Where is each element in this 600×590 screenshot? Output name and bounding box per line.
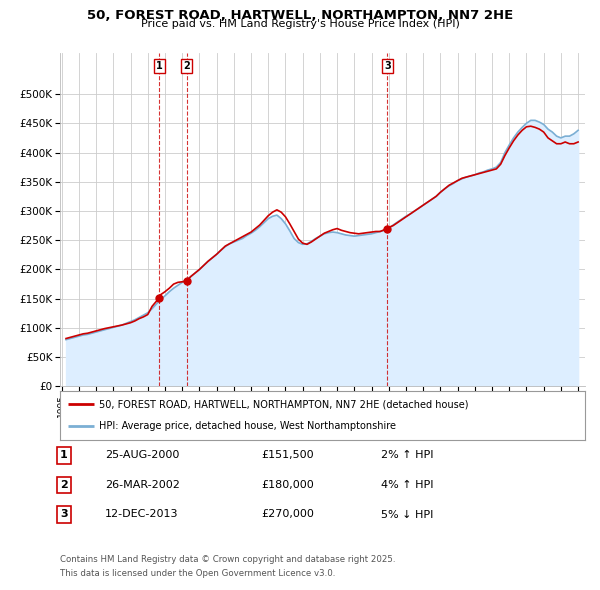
Text: 5% ↓ HPI: 5% ↓ HPI <box>381 510 433 519</box>
Text: 4% ↑ HPI: 4% ↑ HPI <box>381 480 433 490</box>
Text: 12-DEC-2013: 12-DEC-2013 <box>105 510 179 519</box>
Text: HPI: Average price, detached house, West Northamptonshire: HPI: Average price, detached house, West… <box>100 421 397 431</box>
Text: 25-AUG-2000: 25-AUG-2000 <box>105 451 179 460</box>
Text: £270,000: £270,000 <box>261 510 314 519</box>
Text: Price paid vs. HM Land Registry's House Price Index (HPI): Price paid vs. HM Land Registry's House … <box>140 19 460 29</box>
Text: 50, FOREST ROAD, HARTWELL, NORTHAMPTON, NN7 2HE (detached house): 50, FOREST ROAD, HARTWELL, NORTHAMPTON, … <box>100 399 469 409</box>
Text: £151,500: £151,500 <box>261 451 314 460</box>
Text: 3: 3 <box>384 61 391 71</box>
Text: 26-MAR-2002: 26-MAR-2002 <box>105 480 180 490</box>
Text: 50, FOREST ROAD, HARTWELL, NORTHAMPTON, NN7 2HE: 50, FOREST ROAD, HARTWELL, NORTHAMPTON, … <box>87 9 513 22</box>
Text: £180,000: £180,000 <box>261 480 314 490</box>
Text: 1: 1 <box>60 451 68 460</box>
Text: 2: 2 <box>60 480 68 490</box>
Text: 3: 3 <box>60 510 68 519</box>
Text: 1: 1 <box>156 61 163 71</box>
Text: Contains HM Land Registry data © Crown copyright and database right 2025.: Contains HM Land Registry data © Crown c… <box>60 555 395 563</box>
Text: This data is licensed under the Open Government Licence v3.0.: This data is licensed under the Open Gov… <box>60 569 335 578</box>
Text: 2: 2 <box>183 61 190 71</box>
Text: 2% ↑ HPI: 2% ↑ HPI <box>381 451 433 460</box>
